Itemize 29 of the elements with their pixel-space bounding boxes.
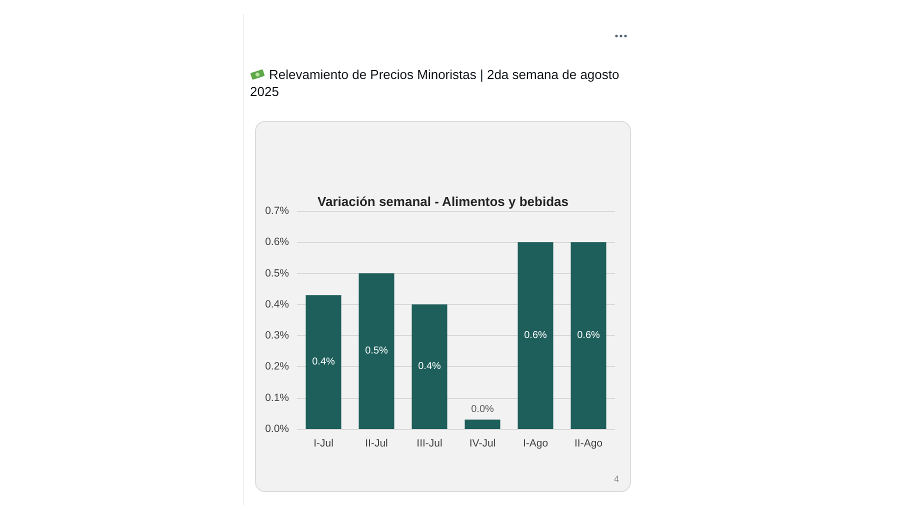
data-label: 0.6% (577, 330, 600, 342)
chart-subtitle: Relevamiento de Precios Minoristas | 2da semana de agosto 2025 (250, 67, 620, 99)
bar (464, 420, 500, 429)
data-label: 0.6% (524, 330, 548, 342)
x-tick-label: II-Jul (365, 438, 388, 450)
bar (306, 295, 342, 429)
y-tick-label: 0.5% (265, 267, 289, 280)
text: 4 (614, 474, 619, 484)
data-label: 0.4% (418, 361, 442, 372)
y-tick-label: 0.6% (265, 236, 289, 248)
y-tick-label: 0.4% (265, 298, 289, 310)
x-tick-label: I-Jul (314, 438, 334, 450)
y-tick-label: 0.2% (265, 360, 289, 373)
bar (412, 304, 448, 429)
bar (518, 242, 554, 429)
x-tick-label: III-Jul (416, 438, 442, 450)
y-tick-label: 0.1% (265, 392, 289, 404)
x-tick-label: I-Ago (522, 438, 548, 450)
chart-title: Variación semanal - Alimentos y bebidas (318, 194, 568, 209)
y-tick-label: 0.0% (265, 423, 289, 435)
data-label: 0.5% (365, 346, 388, 357)
x-tick-label: IV-Jul (469, 438, 496, 450)
data-label: 0.0% (471, 404, 494, 416)
y-tick-label: 0.3% (265, 330, 289, 342)
y-tick-label: 0.7% (265, 205, 289, 217)
data-label: 0.4% (312, 356, 336, 368)
x-tick-label: II-Ago (574, 438, 603, 450)
bar (358, 273, 394, 429)
bar (570, 242, 606, 429)
